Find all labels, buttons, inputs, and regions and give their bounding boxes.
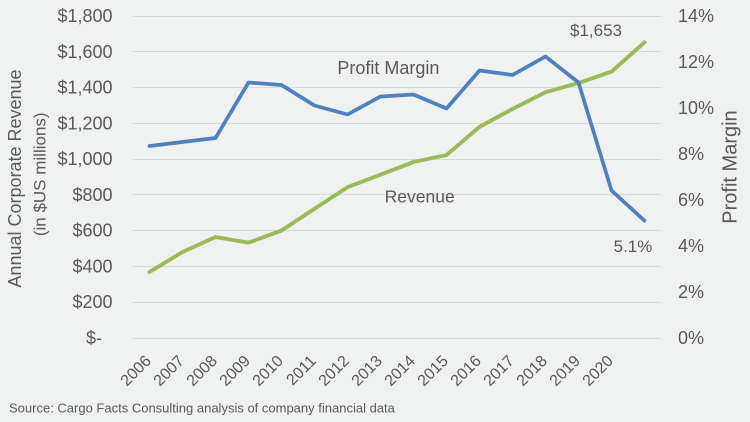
svg-text:10%: 10% (678, 98, 714, 118)
svg-text:$-: $- (86, 328, 102, 348)
svg-text:Source: Cargo Facts Consulting: Source: Cargo Facts Consulting analysis … (9, 401, 396, 416)
svg-text:(in $US millions): (in $US millions) (31, 112, 50, 236)
svg-text:12%: 12% (678, 52, 714, 72)
svg-text:$200: $200 (72, 292, 112, 312)
svg-text:5.1%: 5.1% (614, 237, 653, 256)
svg-text:$1,600: $1,600 (57, 42, 112, 62)
svg-text:14%: 14% (678, 6, 714, 26)
svg-text:$1,800: $1,800 (57, 6, 112, 26)
svg-text:2%: 2% (678, 282, 704, 302)
svg-text:Profit Margin: Profit Margin (337, 58, 439, 78)
svg-text:$400: $400 (72, 256, 112, 276)
svg-text:6%: 6% (678, 190, 704, 210)
svg-text:$1,000: $1,000 (57, 149, 112, 169)
svg-text:$1,200: $1,200 (57, 113, 112, 133)
svg-text:8%: 8% (678, 144, 704, 164)
svg-text:$1,653: $1,653 (570, 21, 622, 40)
svg-text:4%: 4% (678, 236, 704, 256)
svg-text:$600: $600 (72, 221, 112, 241)
svg-text:$800: $800 (72, 185, 112, 205)
svg-text:0%: 0% (678, 328, 704, 348)
svg-text:Annual Corporate Revenue: Annual Corporate Revenue (5, 69, 25, 287)
svg-text:$1,400: $1,400 (57, 78, 112, 98)
svg-text:Profit Margin: Profit Margin (720, 110, 742, 223)
svg-text:Revenue: Revenue (385, 187, 455, 207)
